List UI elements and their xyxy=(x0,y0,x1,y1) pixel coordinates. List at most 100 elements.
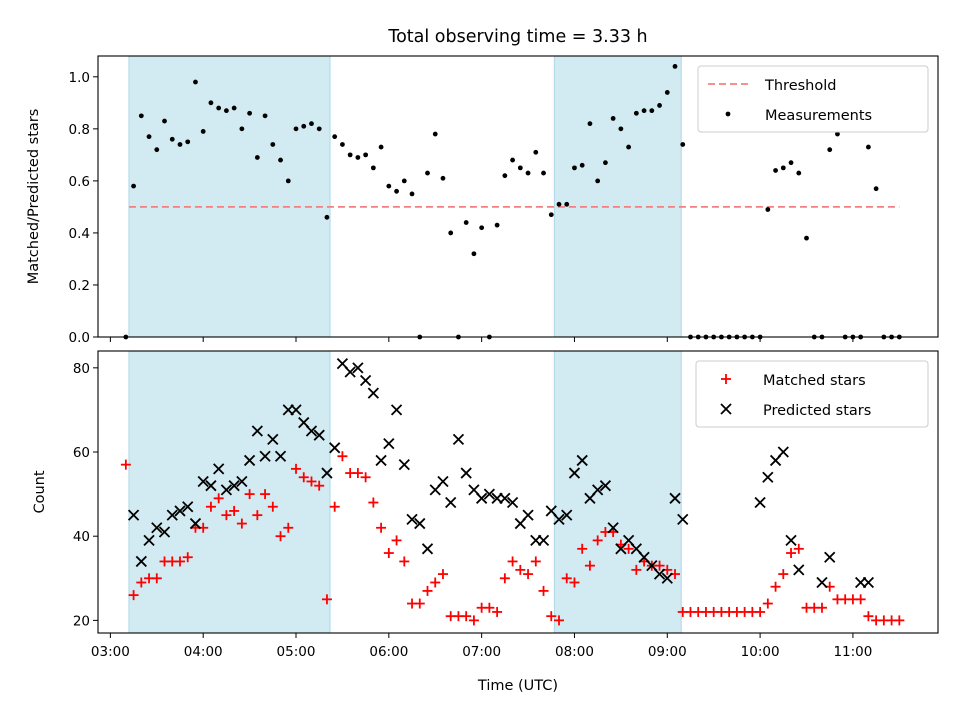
x-tick-label: 11:00 xyxy=(833,644,872,660)
matched-star-point xyxy=(755,606,766,617)
matched-star-point xyxy=(128,590,139,601)
matched-star-point xyxy=(229,505,240,516)
measurement-point xyxy=(463,220,469,225)
measurement-point xyxy=(131,183,136,189)
legend-threshold-label: Threshold xyxy=(764,78,836,94)
measurement-point xyxy=(873,186,879,192)
matched-star-point xyxy=(546,611,557,622)
matched-star-point xyxy=(252,510,263,521)
measurement-point xyxy=(680,142,686,147)
observing-interval xyxy=(553,350,682,634)
legend-matched-label: Matched stars xyxy=(763,373,866,389)
y-tick-label: 0.6 xyxy=(69,174,90,190)
matched-star-point xyxy=(623,543,634,554)
matched-star-point xyxy=(762,598,773,609)
predicted-star-point xyxy=(561,509,573,521)
matched-star-point xyxy=(182,552,193,563)
predicted-star-point xyxy=(127,509,140,521)
predicted-star-points xyxy=(127,357,875,589)
predicted-star-point xyxy=(522,509,534,521)
y-tick-label: 20 xyxy=(73,613,90,629)
predicted-star-point xyxy=(452,433,465,446)
matched-star-point xyxy=(437,569,448,580)
matched-star-point xyxy=(461,611,472,622)
predicted-star-point xyxy=(677,513,689,525)
matched-star-point xyxy=(793,543,804,554)
matched-star-point xyxy=(538,585,549,596)
y-tick-label: 0.2 xyxy=(69,278,90,294)
matched-star-point xyxy=(376,522,387,533)
chart-title: Total observing time = 3.33 h xyxy=(387,27,647,47)
y-tick-label: 0.4 xyxy=(69,226,90,242)
measurement-point xyxy=(533,149,539,155)
measurement-point xyxy=(664,90,670,95)
matched-star-point xyxy=(569,577,580,588)
matched-star-point xyxy=(507,556,518,567)
measurement-point xyxy=(494,222,500,228)
matched-star-point xyxy=(553,615,564,626)
measurement-point xyxy=(138,113,144,119)
legend-measurements-label: Measurements xyxy=(765,108,872,124)
measurement-point xyxy=(378,144,384,150)
x-tick-label: 04:00 xyxy=(184,644,223,660)
matched-star-point xyxy=(221,510,232,521)
measurement-point xyxy=(324,214,330,220)
measurement-point xyxy=(278,157,283,163)
ratio-y-axis-label: Matched/Predicted stars xyxy=(26,109,42,285)
predicted-star-point xyxy=(437,475,449,488)
measurement-point xyxy=(633,110,639,116)
measurement-point xyxy=(510,157,515,163)
measurement-point xyxy=(231,105,237,111)
matched-star-point xyxy=(298,472,309,483)
predicted-star-point xyxy=(243,454,256,467)
measurement-point xyxy=(363,152,369,158)
measurement-point xyxy=(641,108,647,114)
matched-star-point xyxy=(631,564,642,575)
predicted-star-point xyxy=(274,450,287,462)
predicted-star-point xyxy=(414,517,426,530)
x-tick-label: 06:00 xyxy=(369,644,408,660)
predicted-star-point xyxy=(592,484,604,496)
matched-star-point xyxy=(399,556,410,567)
measurement-point xyxy=(401,178,407,184)
measurement-point xyxy=(216,105,222,111)
measurement-point xyxy=(471,251,477,257)
measurement-point xyxy=(208,100,214,106)
measurement-point xyxy=(541,170,546,176)
predicted-star-point xyxy=(220,484,233,496)
predicted-star-point xyxy=(824,551,836,563)
matched-star-point xyxy=(770,581,781,592)
legend-matched-swatch xyxy=(721,374,731,384)
predicted-star-point xyxy=(251,425,263,437)
measurement-point xyxy=(270,142,276,147)
measurement-point xyxy=(332,134,338,140)
measurement-point xyxy=(223,108,229,114)
measurement-point xyxy=(572,165,577,171)
legend-predicted-swatch xyxy=(720,403,732,415)
ratio-y-ticks: 0.0 0.2 0.4 0.6 0.8 1.0 xyxy=(69,70,98,346)
measurement-point xyxy=(185,139,191,145)
predicted-star-point xyxy=(290,404,302,416)
legend-predicted-label: Predicted stars xyxy=(763,403,871,419)
measurement-point xyxy=(556,201,562,207)
measurement-point xyxy=(618,126,624,132)
matched-star-point xyxy=(855,594,866,605)
measurement-point xyxy=(525,170,531,176)
count-axes-frame xyxy=(97,350,939,634)
predicted-star-point xyxy=(653,568,666,580)
ratio-axes-frame xyxy=(97,55,939,338)
x-axis-label: Time (UTC) xyxy=(477,678,558,694)
measurement-point xyxy=(804,235,809,241)
matched-star-point xyxy=(314,480,325,491)
matched-star-point xyxy=(530,556,541,567)
measurement-point xyxy=(285,178,291,184)
measurement-point xyxy=(479,225,485,231)
measurement-point xyxy=(835,131,840,137)
matched-star-point xyxy=(383,548,394,559)
measurement-point xyxy=(440,175,446,181)
predicted-star-point xyxy=(259,450,271,462)
y-tick-label: 80 xyxy=(73,361,90,377)
matched-star-point xyxy=(151,573,162,584)
measurement-point xyxy=(773,168,778,173)
measurement-point xyxy=(610,116,616,121)
